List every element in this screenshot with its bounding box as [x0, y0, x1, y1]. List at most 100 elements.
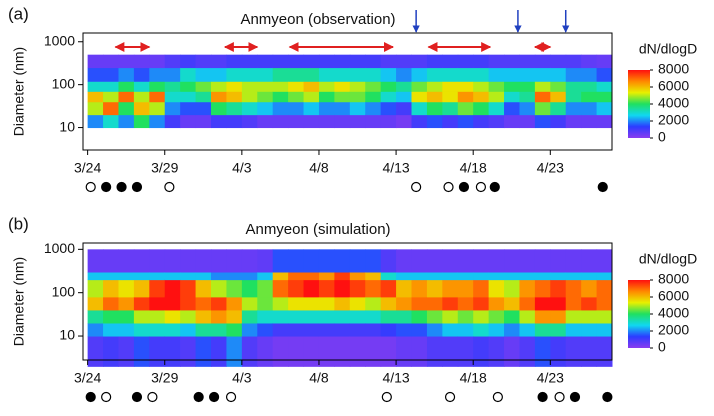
heatmap-cell [226, 81, 243, 92]
colorbar-tick-label: 8000 [658, 271, 689, 287]
event-marker [537, 391, 548, 403]
heatmap-cell [504, 272, 520, 281]
heatmap-cell [334, 279, 351, 298]
heatmap-cell [241, 81, 258, 92]
heatmap-cell [426, 101, 443, 116]
heatmap-cell [380, 322, 397, 337]
heatmap-cell [318, 101, 335, 116]
heatmap-cell [442, 296, 459, 311]
heatmap-cell [349, 54, 366, 69]
heatmap-cell [581, 101, 598, 116]
heatmap-cell [318, 114, 335, 129]
heatmap-cell [241, 296, 258, 311]
heatmap-cell [303, 81, 320, 92]
heatmap-cell [396, 336, 413, 367]
heatmap-cell [349, 101, 366, 116]
heatmap-cell [272, 101, 289, 116]
heatmap-cell [288, 272, 305, 281]
heatmap-cell [442, 81, 459, 92]
heatmap-cell [504, 81, 520, 92]
heatmap-cell [442, 279, 459, 298]
event-marker [131, 391, 143, 403]
x-tick-label: 4/23 [537, 160, 564, 176]
heatmap-cell [272, 81, 289, 92]
heatmap-cell [303, 336, 320, 367]
heatmap-cell [488, 279, 505, 298]
heatmap-cell [596, 322, 613, 337]
heatmap-cell [303, 67, 320, 82]
heatmap-cell [534, 336, 551, 367]
heatmap-cell [457, 309, 474, 324]
heatmap-cell [380, 272, 397, 281]
heatmap-cell [396, 322, 413, 337]
event-marker [85, 391, 96, 403]
heatmap-cell [288, 322, 305, 337]
heatmap-cell [365, 296, 382, 311]
heatmap-cell [596, 249, 613, 273]
heatmap-cell [473, 101, 490, 116]
heatmap-cell [380, 309, 397, 324]
heatmap-cell [103, 336, 119, 367]
heatmap-cell [365, 249, 382, 273]
heatmap-cell [349, 336, 366, 367]
heatmap-cell [411, 54, 428, 69]
heatmap-cell [272, 322, 289, 337]
heatmap-cell [180, 279, 197, 298]
heatmap-cell [349, 296, 366, 311]
heatmap-cell [504, 336, 520, 367]
heatmap-cell [118, 309, 135, 324]
heatmap-cell [118, 81, 135, 92]
heatmap-cell [396, 249, 413, 273]
heatmap-cell [226, 67, 243, 82]
x-tick-label: 4/13 [382, 160, 409, 176]
heatmap-cell [195, 81, 212, 92]
heatmap-cell [550, 81, 567, 92]
heatmap-cell [565, 279, 582, 298]
heatmap-cell [195, 249, 212, 273]
heatmap-cell [118, 249, 135, 273]
heatmap-cell [103, 67, 119, 82]
heatmap-cell [211, 249, 227, 273]
heatmap-cell [519, 322, 536, 337]
heatmap-cell [519, 81, 536, 92]
heatmap-cell [272, 272, 289, 281]
heatmap-cell [550, 279, 567, 298]
heatmap-cell [118, 296, 135, 311]
heatmap-cell [488, 309, 505, 324]
heatmap-cell [349, 114, 366, 129]
heatmap-cell [534, 309, 551, 324]
heatmap-cell [334, 54, 351, 69]
heatmap-cell [164, 91, 181, 103]
heatmap-cell [534, 101, 551, 116]
heatmap-cell [87, 272, 104, 281]
heatmap-cell [103, 91, 119, 103]
heatmap-cell [473, 296, 490, 311]
heatmap-cell [581, 91, 598, 103]
heatmap-cell [550, 296, 567, 311]
heatmap-cell [488, 336, 505, 367]
heatmap-cell [272, 336, 289, 367]
x-tick-label: 4/8 [309, 370, 329, 386]
heatmap-cell [519, 67, 536, 82]
event-marker [131, 181, 143, 193]
heatmap-cell [334, 322, 351, 337]
heatmap-cell [396, 309, 413, 324]
heatmap-cell [349, 279, 366, 298]
heatmap-cell [473, 279, 490, 298]
heatmap-cell [396, 272, 413, 281]
heatmap-cell [411, 272, 428, 281]
heatmap-cell [118, 322, 135, 337]
heatmap-cell [318, 309, 335, 324]
heatmap-cell [303, 322, 320, 337]
heatmap-cell [103, 322, 119, 337]
heatmap-cell [504, 309, 520, 324]
colorbar-label: dN/dlogD [639, 41, 697, 57]
heatmap-cell [488, 272, 505, 281]
heatmap-cell [426, 67, 443, 82]
event-marker [411, 181, 422, 193]
heatmap-cell [565, 336, 582, 367]
heatmap-cell [411, 249, 428, 273]
heatmap-cell [288, 336, 305, 367]
x-tick-label: 3/29 [151, 370, 178, 386]
